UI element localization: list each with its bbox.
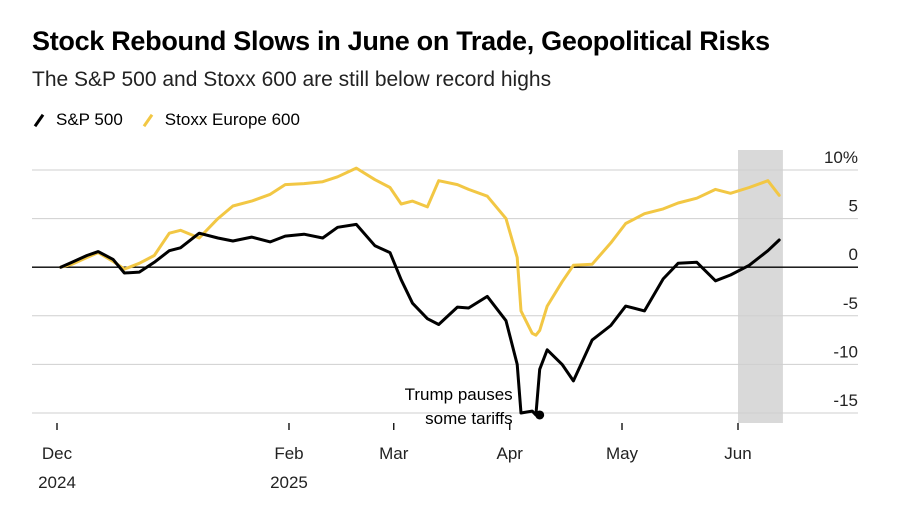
x-tick-label: Dec: [42, 444, 73, 463]
x-tick-label: Jun: [724, 444, 751, 463]
x-tick-label: Feb: [274, 444, 303, 463]
series-line-sp500: [59, 222, 781, 417]
y-tick-label: 0: [849, 245, 858, 264]
x-tick-label: May: [606, 444, 639, 463]
legend: S&P 500 Stoxx Europe 600: [32, 110, 318, 130]
chart-subtitle: The S&P 500 and Stoxx 600 are still belo…: [32, 68, 552, 91]
y-tick-label: -10: [833, 342, 858, 361]
annotation-text: Trump pauses: [405, 385, 513, 404]
y-tick-label: 5: [849, 197, 858, 216]
y-tick-label: -5: [843, 294, 858, 313]
y-tick-label: 10%: [824, 148, 858, 167]
shaded-region: [738, 150, 783, 423]
x-tick-sublabel: 2025: [270, 473, 308, 492]
legend-item-stoxx600: Stoxx Europe 600: [141, 110, 300, 130]
chart-title: Stock Rebound Slows in June on Trade, Ge…: [32, 26, 770, 56]
legend-item-sp500: S&P 500: [32, 110, 123, 130]
series-line-stoxx600: [59, 166, 781, 337]
x-tick-label: Mar: [379, 444, 409, 463]
legend-label-stoxx600: Stoxx Europe 600: [164, 110, 300, 129]
annotation-marker: [535, 410, 545, 420]
y-tick-label: -15: [833, 391, 858, 410]
annotation-text: some tariffs: [425, 409, 513, 428]
legend-label-sp500: S&P 500: [56, 110, 123, 129]
x-tick-sublabel: 2024: [38, 473, 76, 492]
x-tick-label: Apr: [497, 444, 524, 463]
